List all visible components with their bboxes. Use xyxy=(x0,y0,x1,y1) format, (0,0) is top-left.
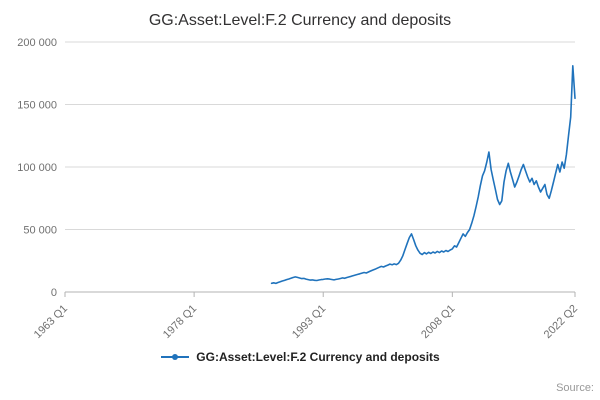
series-line xyxy=(270,64,576,285)
x-tick-label: 1978 Q1 xyxy=(161,303,199,341)
x-tick-label: 2008 Q1 xyxy=(419,303,457,341)
y-tick-label: 0 xyxy=(51,287,57,299)
legend[interactable]: GG:Asset:Level:F.2 Currency and deposits xyxy=(0,350,600,364)
x-tick-label: 1963 Q1 xyxy=(32,303,70,341)
y-tick-label: 150 000 xyxy=(17,100,57,112)
y-tick-label: 50 000 xyxy=(23,225,57,237)
y-tick-label: 200 000 xyxy=(17,37,57,49)
x-tick-label: 1993 Q1 xyxy=(290,303,328,341)
legend-label: GG:Asset:Level:F.2 Currency and deposits xyxy=(196,350,440,364)
legend-marker-dot xyxy=(172,354,179,360)
chart-title: GG:Asset:Level:F.2 Currency and deposits xyxy=(148,12,452,29)
x-tick-label: 2022 Q2 xyxy=(542,303,580,341)
legend-marker-icon xyxy=(161,354,190,360)
y-tick-label: 100 000 xyxy=(17,162,57,174)
source-label: Source: xyxy=(556,382,594,394)
line-chart: 0 50 000 100 000 150 000 200 000 1963 Q1 1978 … xyxy=(17,37,580,341)
